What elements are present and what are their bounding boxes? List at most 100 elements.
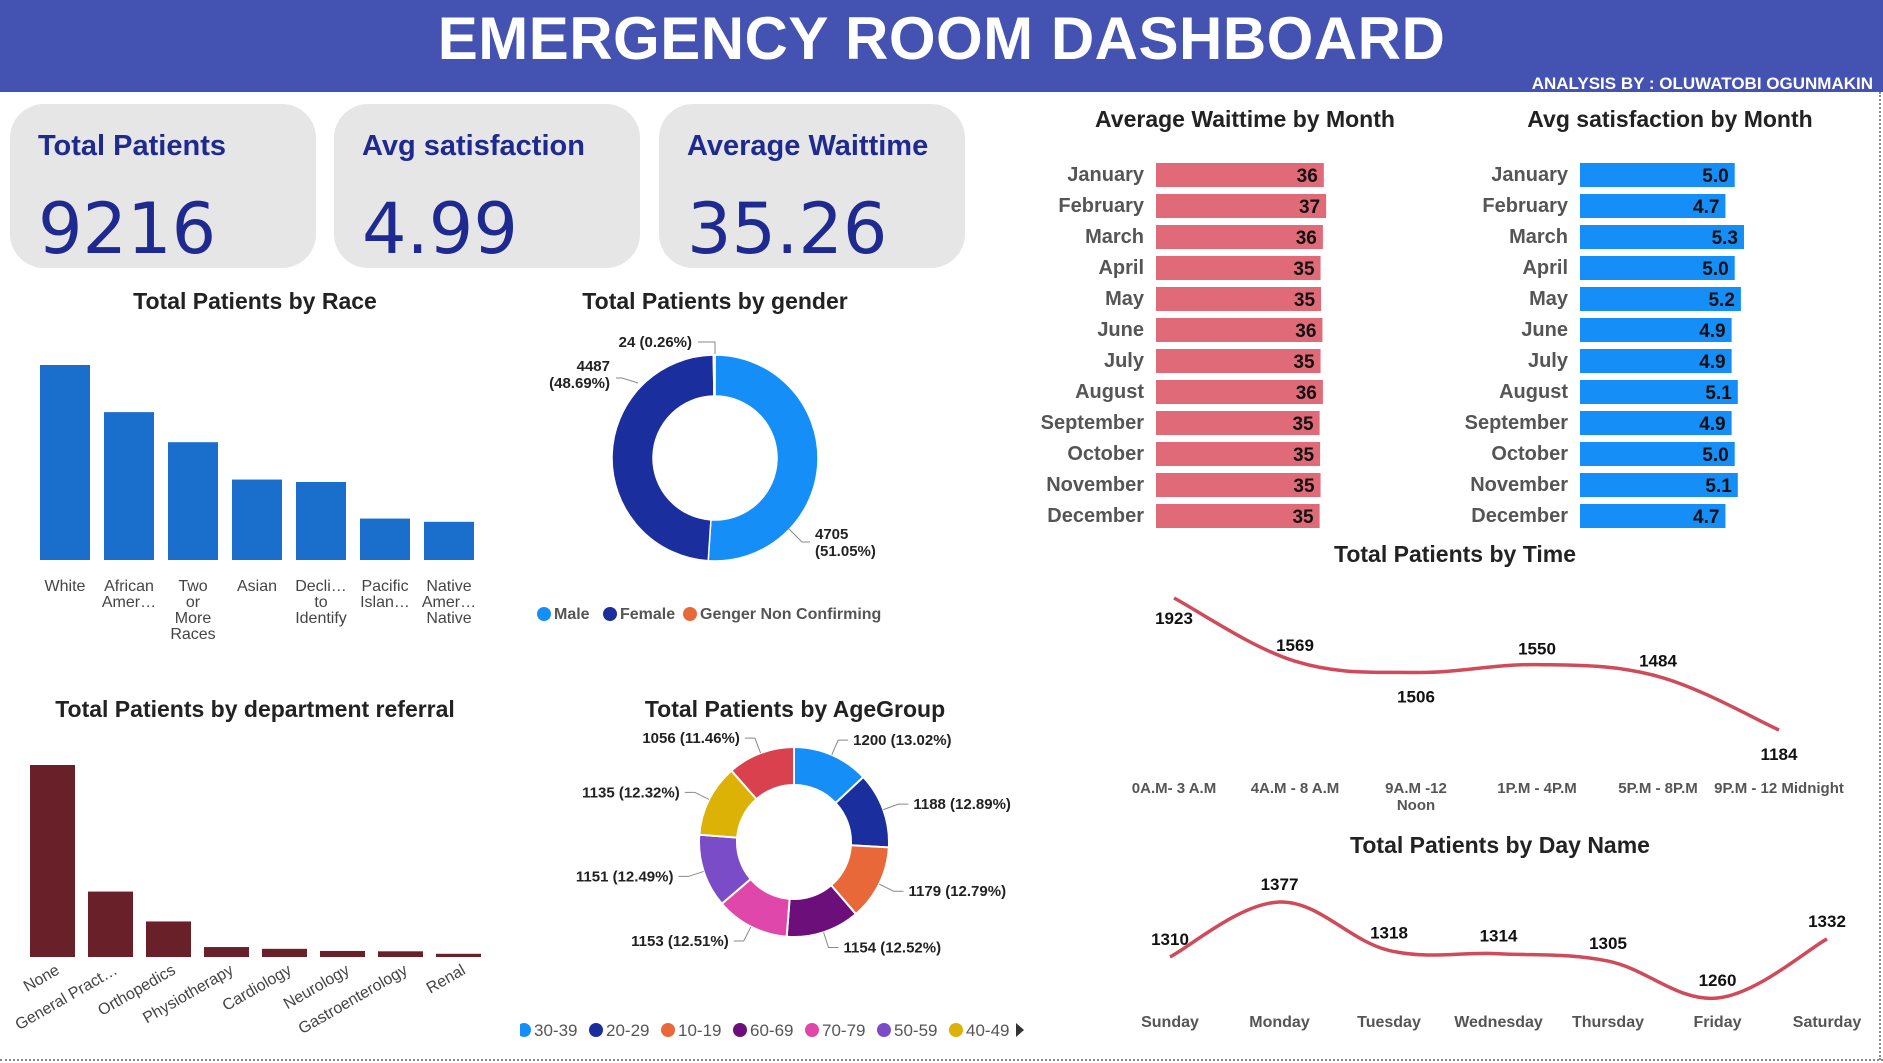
kpi-value: 9216 [38, 188, 217, 270]
satisfaction-month-label: March [1509, 226, 1568, 248]
satisfaction-bar [1580, 349, 1732, 373]
satisfaction-month-label: February [1482, 195, 1568, 217]
satisfaction-month-label: April [1522, 257, 1568, 279]
satisfaction-bar-chart: January 5.0 February 4.7 March 5.3 April 5.0 May… [1465, 163, 1744, 528]
time-line [1173, 596, 1780, 732]
gender-leader-line [698, 341, 716, 354]
satisfaction-data-label: 5.3 [1712, 228, 1738, 249]
gender-data-label: 24 (0.26%) [619, 334, 692, 351]
wait-bar [1156, 380, 1323, 404]
department-axis-label: Renal [424, 962, 469, 998]
wait-month-label: February [1058, 195, 1144, 217]
wait-data-label: 35 [1293, 352, 1315, 373]
wait-month-label: August [1075, 381, 1144, 403]
day-data-label: 1377 [1261, 875, 1299, 894]
day-axis-label: Wednesday [1454, 1014, 1543, 1031]
satisfaction-data-label: 4.9 [1699, 352, 1725, 373]
race-axis-label: More [175, 610, 212, 627]
agegroup-data-label: 1153 (12.51%) [631, 933, 729, 950]
agegroup-data-label: 1056 (11.46%) [642, 730, 740, 747]
race-bar [296, 482, 346, 560]
age-chart-title: Total Patients by AgeGroup [644, 696, 946, 722]
day-line [1169, 900, 1828, 1001]
race-axis-label: Amer… [422, 594, 476, 611]
agegroup-legend-label: 70-79 [822, 1021, 865, 1040]
satisfaction-bar [1580, 411, 1732, 435]
day-data-label: 1305 [1589, 934, 1627, 953]
kpi-value: 35.26 [687, 188, 888, 270]
time-axis-label: 4A.M - 8 A.M [1251, 780, 1340, 797]
race-bar [168, 442, 218, 560]
satisfaction-data-label: 5.2 [1708, 290, 1734, 311]
wait-data-label: 36 [1296, 228, 1317, 249]
time-axis-label: 9A.M -12 [1385, 780, 1447, 797]
wait-month-label: January [1067, 164, 1145, 186]
satisfaction-month-label: January [1491, 164, 1569, 186]
race-axis-label: Identify [295, 610, 347, 627]
kpi-card-avg-satisfaction[interactable]: Avg satisfaction 4.99 [334, 104, 640, 270]
day-axis-label: Friday [1693, 1014, 1741, 1031]
day-axis-label: Saturday [1793, 1014, 1862, 1031]
time-line-chart: 1923 1569 1506 1550 1484 1184 0A.M- 3 A.M 4A.M … [1132, 596, 1844, 814]
satisfaction-bar [1580, 380, 1738, 404]
race-bar [104, 412, 154, 560]
kpi-card-total-patients[interactable]: Total Patients 9216 [10, 104, 316, 270]
race-axis-label: or [186, 594, 201, 611]
department-bar [30, 765, 75, 957]
wait-data-label: 35 [1294, 290, 1316, 311]
wait-data-label: 35 [1293, 259, 1315, 280]
satisfaction-bar [1580, 225, 1744, 249]
wait-bar [1156, 349, 1321, 373]
wait-data-label: 35 [1293, 476, 1315, 497]
race-axis-label: Two [178, 578, 207, 595]
satisfaction-data-label: 4.7 [1693, 197, 1719, 218]
kpi-value: 4.99 [362, 188, 518, 270]
wait-bar [1156, 287, 1322, 311]
race-axis-label: Asian [237, 578, 277, 595]
wait-bar [1156, 504, 1320, 528]
agegroup-data-label: 1200 (13.02%) [853, 732, 951, 749]
agegroup-legend-label: 40-49 [966, 1021, 1009, 1040]
agegroup-leader-line [878, 883, 904, 892]
race-axis-label: Pacific [361, 578, 408, 595]
time-data-label: 1506 [1397, 687, 1435, 706]
wait-bar [1156, 225, 1323, 249]
satisfaction-bar [1580, 442, 1735, 466]
kpi-card-average-waittime[interactable]: Average Waittime 35.26 [659, 104, 965, 270]
wait-bar [1156, 473, 1321, 497]
department-axis-label: None [21, 962, 63, 996]
time-axis-label: 0A.M- 3 A.M [1132, 780, 1216, 797]
satisfaction-month-label: May [1529, 288, 1569, 310]
race-axis-label: Native [426, 610, 471, 627]
satisfaction-month-label: November [1470, 474, 1568, 496]
wait-month-label: October [1067, 443, 1144, 465]
agegroup-leader-line [678, 870, 704, 877]
wait-data-label: 36 [1296, 383, 1317, 404]
agegroup-legend-label: 50-59 [894, 1021, 937, 1040]
gender-slice [707, 354, 819, 562]
time-data-label: 1184 [1761, 745, 1798, 764]
agegroup-legend-marker [589, 1023, 603, 1037]
time-data-label: 1923 [1155, 609, 1193, 628]
agegroup-data-label: 1179 (12.79%) [909, 883, 1007, 900]
agegroup-legend-marker [949, 1023, 963, 1037]
satisfaction-bar [1580, 473, 1738, 497]
race-axis-label: to [314, 594, 327, 611]
satisfaction-bar [1580, 163, 1735, 187]
race-axis-label: White [45, 578, 86, 595]
gender-legend-label: Genger Non Confirming [700, 606, 881, 623]
race-bar [40, 365, 90, 560]
day-axis-label: Tuesday [1357, 1014, 1421, 1031]
agegroup-legend-marker [520, 1023, 531, 1037]
satisfaction-bar [1580, 194, 1726, 218]
gender-legend-label: Female [620, 606, 675, 623]
satisfaction-data-label: 4.9 [1699, 414, 1725, 435]
day-data-label: 1260 [1699, 971, 1737, 990]
wait-data-label: 37 [1299, 197, 1320, 218]
race-bar [424, 521, 474, 560]
agegroup-legend-marker [661, 1023, 675, 1037]
day-chart-title: Total Patients by Day Name [1350, 832, 1650, 858]
department-chart-title: Total Patients by department referral [55, 696, 455, 722]
wait-data-label: 36 [1295, 321, 1316, 342]
